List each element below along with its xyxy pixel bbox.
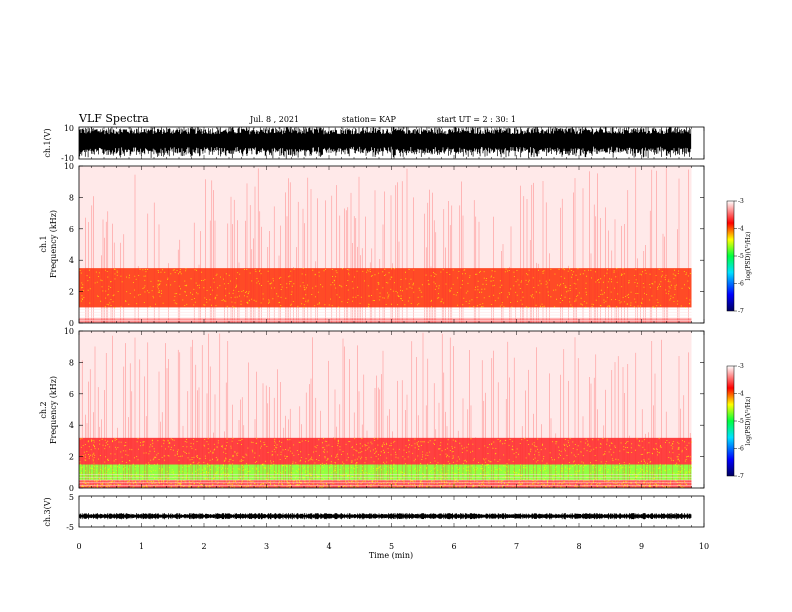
time-tick-label: 0: [76, 542, 81, 551]
freq-tick-label: 10: [64, 327, 74, 336]
colorbar-tick-label: -4: [738, 226, 744, 233]
ch1-colorbar-label: log(PSD)(V²/Hz): [745, 232, 752, 281]
freq-tick-label: 0: [69, 319, 74, 328]
ch1-ytick-bottom: -10: [61, 154, 74, 163]
colorbar-tick-label: -6: [738, 446, 744, 453]
spectrogram-band-3: [79, 166, 692, 269]
ch2-ylabel-frequency: Frequency (kHz): [49, 376, 58, 444]
figure-title: VLF Spectra: [78, 112, 149, 125]
time-tick-label: 2: [201, 542, 206, 551]
freq-tick-label: 2: [69, 453, 74, 462]
ch1-waveform-line: [79, 127, 692, 159]
colorbar-tick-label: -7: [738, 473, 744, 480]
spectrogram-streaks: [79, 167, 689, 323]
ch1-waveform-trace: [79, 127, 692, 159]
freq-tick-label: 8: [69, 358, 74, 367]
time-tick-label: 5: [389, 542, 394, 551]
start-ut-label: start UT = 2 : 30: 1: [437, 115, 516, 124]
freq-tick-label: 6: [69, 390, 74, 399]
ch3-waveform-panel: 5 -5 ch.3(V): [43, 493, 705, 532]
spectrogram-band-1: [79, 464, 692, 481]
spectrogram-band-1: [79, 307, 692, 319]
ch3-ytick-bottom: -5: [66, 523, 74, 532]
ch2-spectrogram-image: [79, 331, 693, 488]
time-axis-ticks: [78, 127, 705, 527]
ch1-ylabel-frequency: Frequency (kHz): [49, 210, 58, 278]
colorbar-tick-label: -6: [738, 281, 744, 288]
freq-tick-label: 4: [69, 256, 74, 265]
freq-tick-label: 2: [69, 288, 74, 297]
ch2-colorbar: [726, 365, 735, 477]
time-tick-label: 1: [139, 542, 144, 551]
time-axis-tick-labels: 0 1 2 3 4 5 6 7 8 9 10: [76, 542, 709, 551]
time-tick-label: 10: [699, 542, 709, 551]
date-label: Jul. 8 , 2021: [249, 115, 299, 124]
spectrogram-band-3: [79, 331, 692, 438]
ch3-waveform-ylabel: ch.3(V): [43, 497, 52, 526]
colorbar-tick-label: -5: [738, 253, 744, 260]
ch1-waveform-ylabel: ch.1(V): [43, 128, 52, 157]
colorbar-tick-label: -4: [738, 391, 744, 398]
ch1-colorbar-ticks: -3 -4 -5 -6 -7: [734, 198, 744, 315]
colorbar-tick-label: -3: [738, 363, 744, 370]
time-tick-label: 9: [639, 542, 644, 551]
station-label: station= KAP: [342, 115, 397, 124]
spectrogram-band-2: [79, 437, 692, 465]
colorbar-tick-label: -3: [738, 198, 744, 205]
ch1-ylabel-channel: ch.1: [39, 235, 48, 252]
spectrogram-band-0: [79, 480, 692, 488]
time-tick-label: 3: [264, 542, 269, 551]
ch1-ytick-top: 10: [64, 124, 74, 133]
freq-tick-label: 8: [69, 193, 74, 202]
ch3-waveform-frame: [78, 495, 705, 528]
ch1-frequency-ticks: 0 2 4 6 8 10: [64, 162, 704, 328]
freq-tick-label: 10: [64, 162, 74, 171]
time-axis-label: Time (min): [369, 551, 413, 560]
ch2-colorbar-label: log(PSD)(V²/Hz): [745, 397, 752, 446]
ch3-ytick-top: 5: [69, 493, 74, 502]
ch1-colorbar: [726, 200, 735, 312]
ch2-colorbar-ticks: -3 -4 -5 -6 -7: [734, 363, 744, 480]
colorbar-tick-label: -5: [738, 418, 744, 425]
time-tick-label: 6: [451, 542, 456, 551]
ch1-spectrogram-image: [79, 166, 692, 323]
colorbar-tick-label: -7: [738, 308, 744, 315]
ch3-waveform-trace: [79, 513, 692, 520]
ch2-ylabel-channel: ch.2: [39, 401, 48, 418]
freq-tick-label: 4: [69, 421, 74, 430]
time-tick-label: 8: [576, 542, 581, 551]
ch2-frequency-ticks: 0 2 4 6 8 10: [64, 327, 704, 493]
ch3-waveform-line: [79, 513, 692, 520]
freq-tick-label: 6: [69, 225, 74, 234]
time-tick-label: 7: [514, 542, 519, 551]
freq-tick-label: 0: [69, 484, 74, 493]
time-tick-label: 4: [326, 542, 331, 551]
ch1-waveform-panel: 10 -10 ch.1(V): [43, 124, 705, 163]
